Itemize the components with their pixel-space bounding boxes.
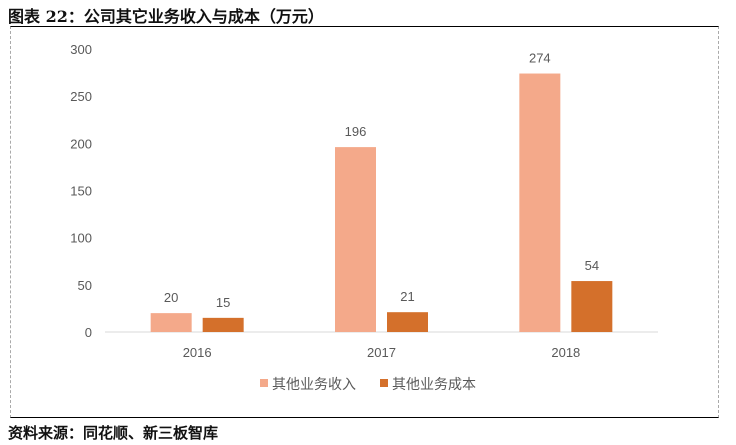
bar-revenue xyxy=(150,313,192,332)
x-tick-label: 2017 xyxy=(367,345,396,360)
bar-revenue xyxy=(519,73,561,332)
data-label: 274 xyxy=(529,51,551,66)
y-tick-label: 100 xyxy=(70,231,92,246)
y-tick-label: 150 xyxy=(70,184,92,199)
data-label: 21 xyxy=(400,289,414,304)
y-tick-label: 50 xyxy=(78,278,92,293)
y-tick-label: 300 xyxy=(70,42,92,57)
y-tick-label: 0 xyxy=(85,325,92,340)
y-tick-label: 200 xyxy=(70,136,92,151)
y-tick-label: 250 xyxy=(70,89,92,104)
data-label: 15 xyxy=(216,295,230,310)
data-label: 196 xyxy=(345,124,367,139)
x-tick-label: 2018 xyxy=(551,345,580,360)
data-label: 20 xyxy=(164,290,178,305)
legend-swatch xyxy=(380,379,388,387)
legend-label: 其他业务成本 xyxy=(392,376,476,392)
data-label: 54 xyxy=(585,258,599,273)
bar-cost xyxy=(387,312,428,332)
chart-frame xyxy=(10,26,719,418)
x-tick-label: 2016 xyxy=(183,345,212,360)
source-note: 资料来源：同花顺、新三板智库 xyxy=(8,424,219,442)
figure-title: 图表 22：公司其它业务收入与成本（万元） xyxy=(8,7,324,26)
legend-label: 其他业务收入 xyxy=(272,376,356,392)
bar-revenue xyxy=(335,147,376,332)
legend-swatch xyxy=(260,379,268,387)
bar-cost xyxy=(202,317,244,332)
bar-cost xyxy=(571,281,613,332)
